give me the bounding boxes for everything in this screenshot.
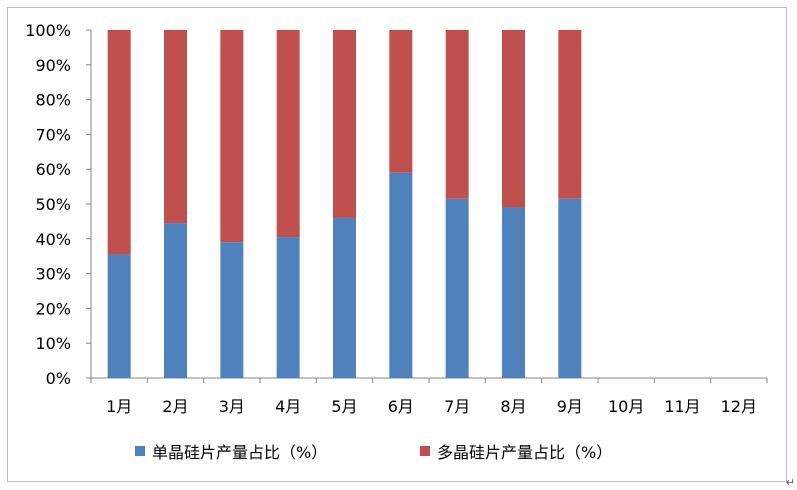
mono-bar: [276, 237, 300, 378]
multi-bar: [389, 30, 413, 173]
y-tick-label: 10%: [35, 334, 71, 353]
y-axis: 0% 10% 20% 30% 40% 50% 60% 70% 80% 90% 100%: [25, 21, 92, 388]
x-tick-label: 7月: [444, 397, 470, 416]
paragraph-mark-icon: ↵: [785, 476, 795, 489]
mono-bar: [220, 242, 244, 378]
multi-bar: [107, 30, 131, 255]
multi-bar: [502, 30, 525, 208]
multi-bar: [276, 30, 300, 238]
x-tick-label: 1月: [106, 397, 132, 416]
x-tick-label: 11月: [664, 397, 700, 416]
mono-bar: [333, 217, 356, 378]
multi-bar: [558, 30, 582, 199]
x-tick-label: 10月: [608, 397, 644, 416]
mono-bar: [502, 207, 525, 378]
x-tick-label: 4月: [275, 397, 301, 416]
multi-bar: [445, 30, 469, 199]
x-tick-label: 9月: [557, 397, 583, 416]
x-tick-label: 2月: [162, 397, 188, 416]
legend-label: 多晶硅片产量占比（%）: [437, 443, 612, 462]
x-tick-label: 12月: [721, 397, 757, 416]
y-tick-label: 60%: [35, 160, 71, 179]
y-tick-label: 90%: [35, 56, 71, 75]
x-tick-label: 5月: [331, 397, 357, 416]
legend: 单晶硅片产量占比（%） 多晶硅片产量占比（%）: [135, 443, 612, 462]
y-tick-label: 0%: [46, 369, 71, 388]
bars: [107, 30, 582, 378]
x-tick-label: 3月: [219, 397, 245, 416]
legend-swatch: [420, 446, 430, 456]
mono-bar: [107, 254, 131, 378]
y-tick-label: 100%: [25, 21, 71, 40]
y-tick-label: 70%: [35, 125, 71, 144]
x-tick-label: 6月: [388, 397, 414, 416]
y-tick-label: 40%: [35, 230, 71, 249]
mono-bar: [164, 223, 187, 378]
y-tick-label: 20%: [35, 299, 71, 318]
y-tick-label: 80%: [35, 91, 71, 110]
multi-bar: [220, 30, 244, 243]
mono-bar: [558, 198, 582, 378]
x-axis: 1月 2月 3月 4月 5月 6月 7月 8月 9月 10月 11月 12月: [90, 377, 768, 416]
y-tick-label: 30%: [35, 265, 71, 284]
mono-bar: [445, 198, 469, 378]
x-tick-label: 8月: [500, 397, 526, 416]
legend-label: 单晶硅片产量占比（%）: [152, 443, 327, 462]
multi-bar: [164, 30, 187, 224]
mono-bar: [389, 172, 413, 378]
y-tick-label: 50%: [35, 195, 71, 214]
multi-bar: [333, 30, 356, 218]
legend-swatch: [135, 446, 145, 456]
